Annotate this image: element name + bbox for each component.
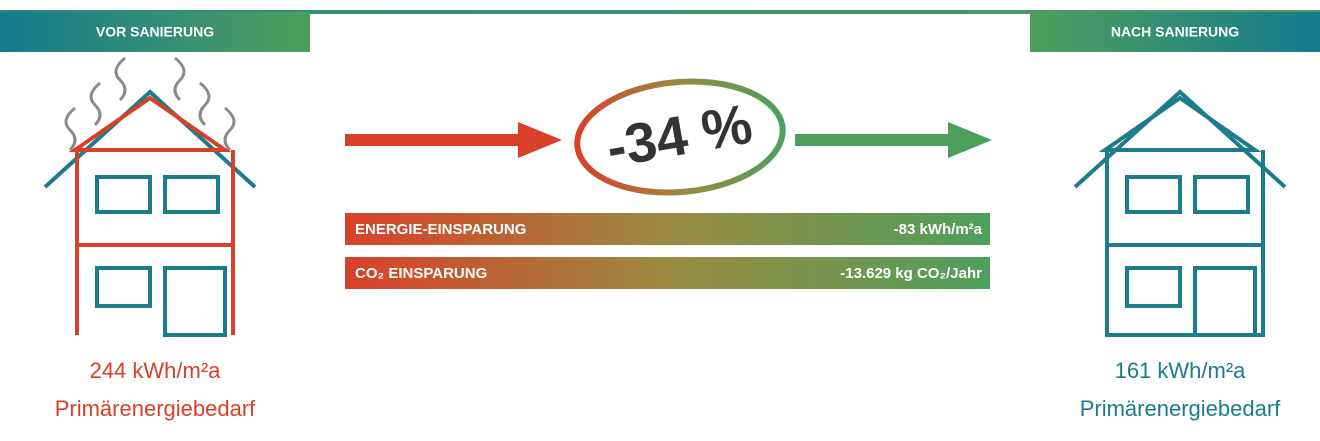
arrow-red (345, 122, 562, 158)
savings-label: CO₂ EINSPARUNG (355, 265, 487, 282)
header-left-text: VOR SANIERUNG (96, 24, 214, 40)
header-right-text: NACH SANIERUNG (1111, 24, 1239, 40)
after-caption: Primärenergiebedarf (1080, 396, 1281, 421)
arrow-green (795, 122, 992, 158)
savings-value: -83 kWh/m²a (894, 221, 983, 238)
savings-value: -13.629 kg CO₂/Jahr (840, 265, 982, 282)
house-before (45, 58, 255, 335)
before-value: 244 kWh/m²a (90, 358, 222, 383)
before-caption: Primärenergiebedarf (55, 396, 256, 421)
reduction: -34 % (602, 92, 757, 179)
after-value: 161 kWh/m²a (1115, 358, 1247, 383)
house-after (1075, 92, 1285, 335)
infographic: VOR SANIERUNG NACH SANIERUNG 244 kWh/m²a… (0, 0, 1320, 441)
savings-label: ENERGIE-EINSPARUNG (355, 221, 526, 238)
